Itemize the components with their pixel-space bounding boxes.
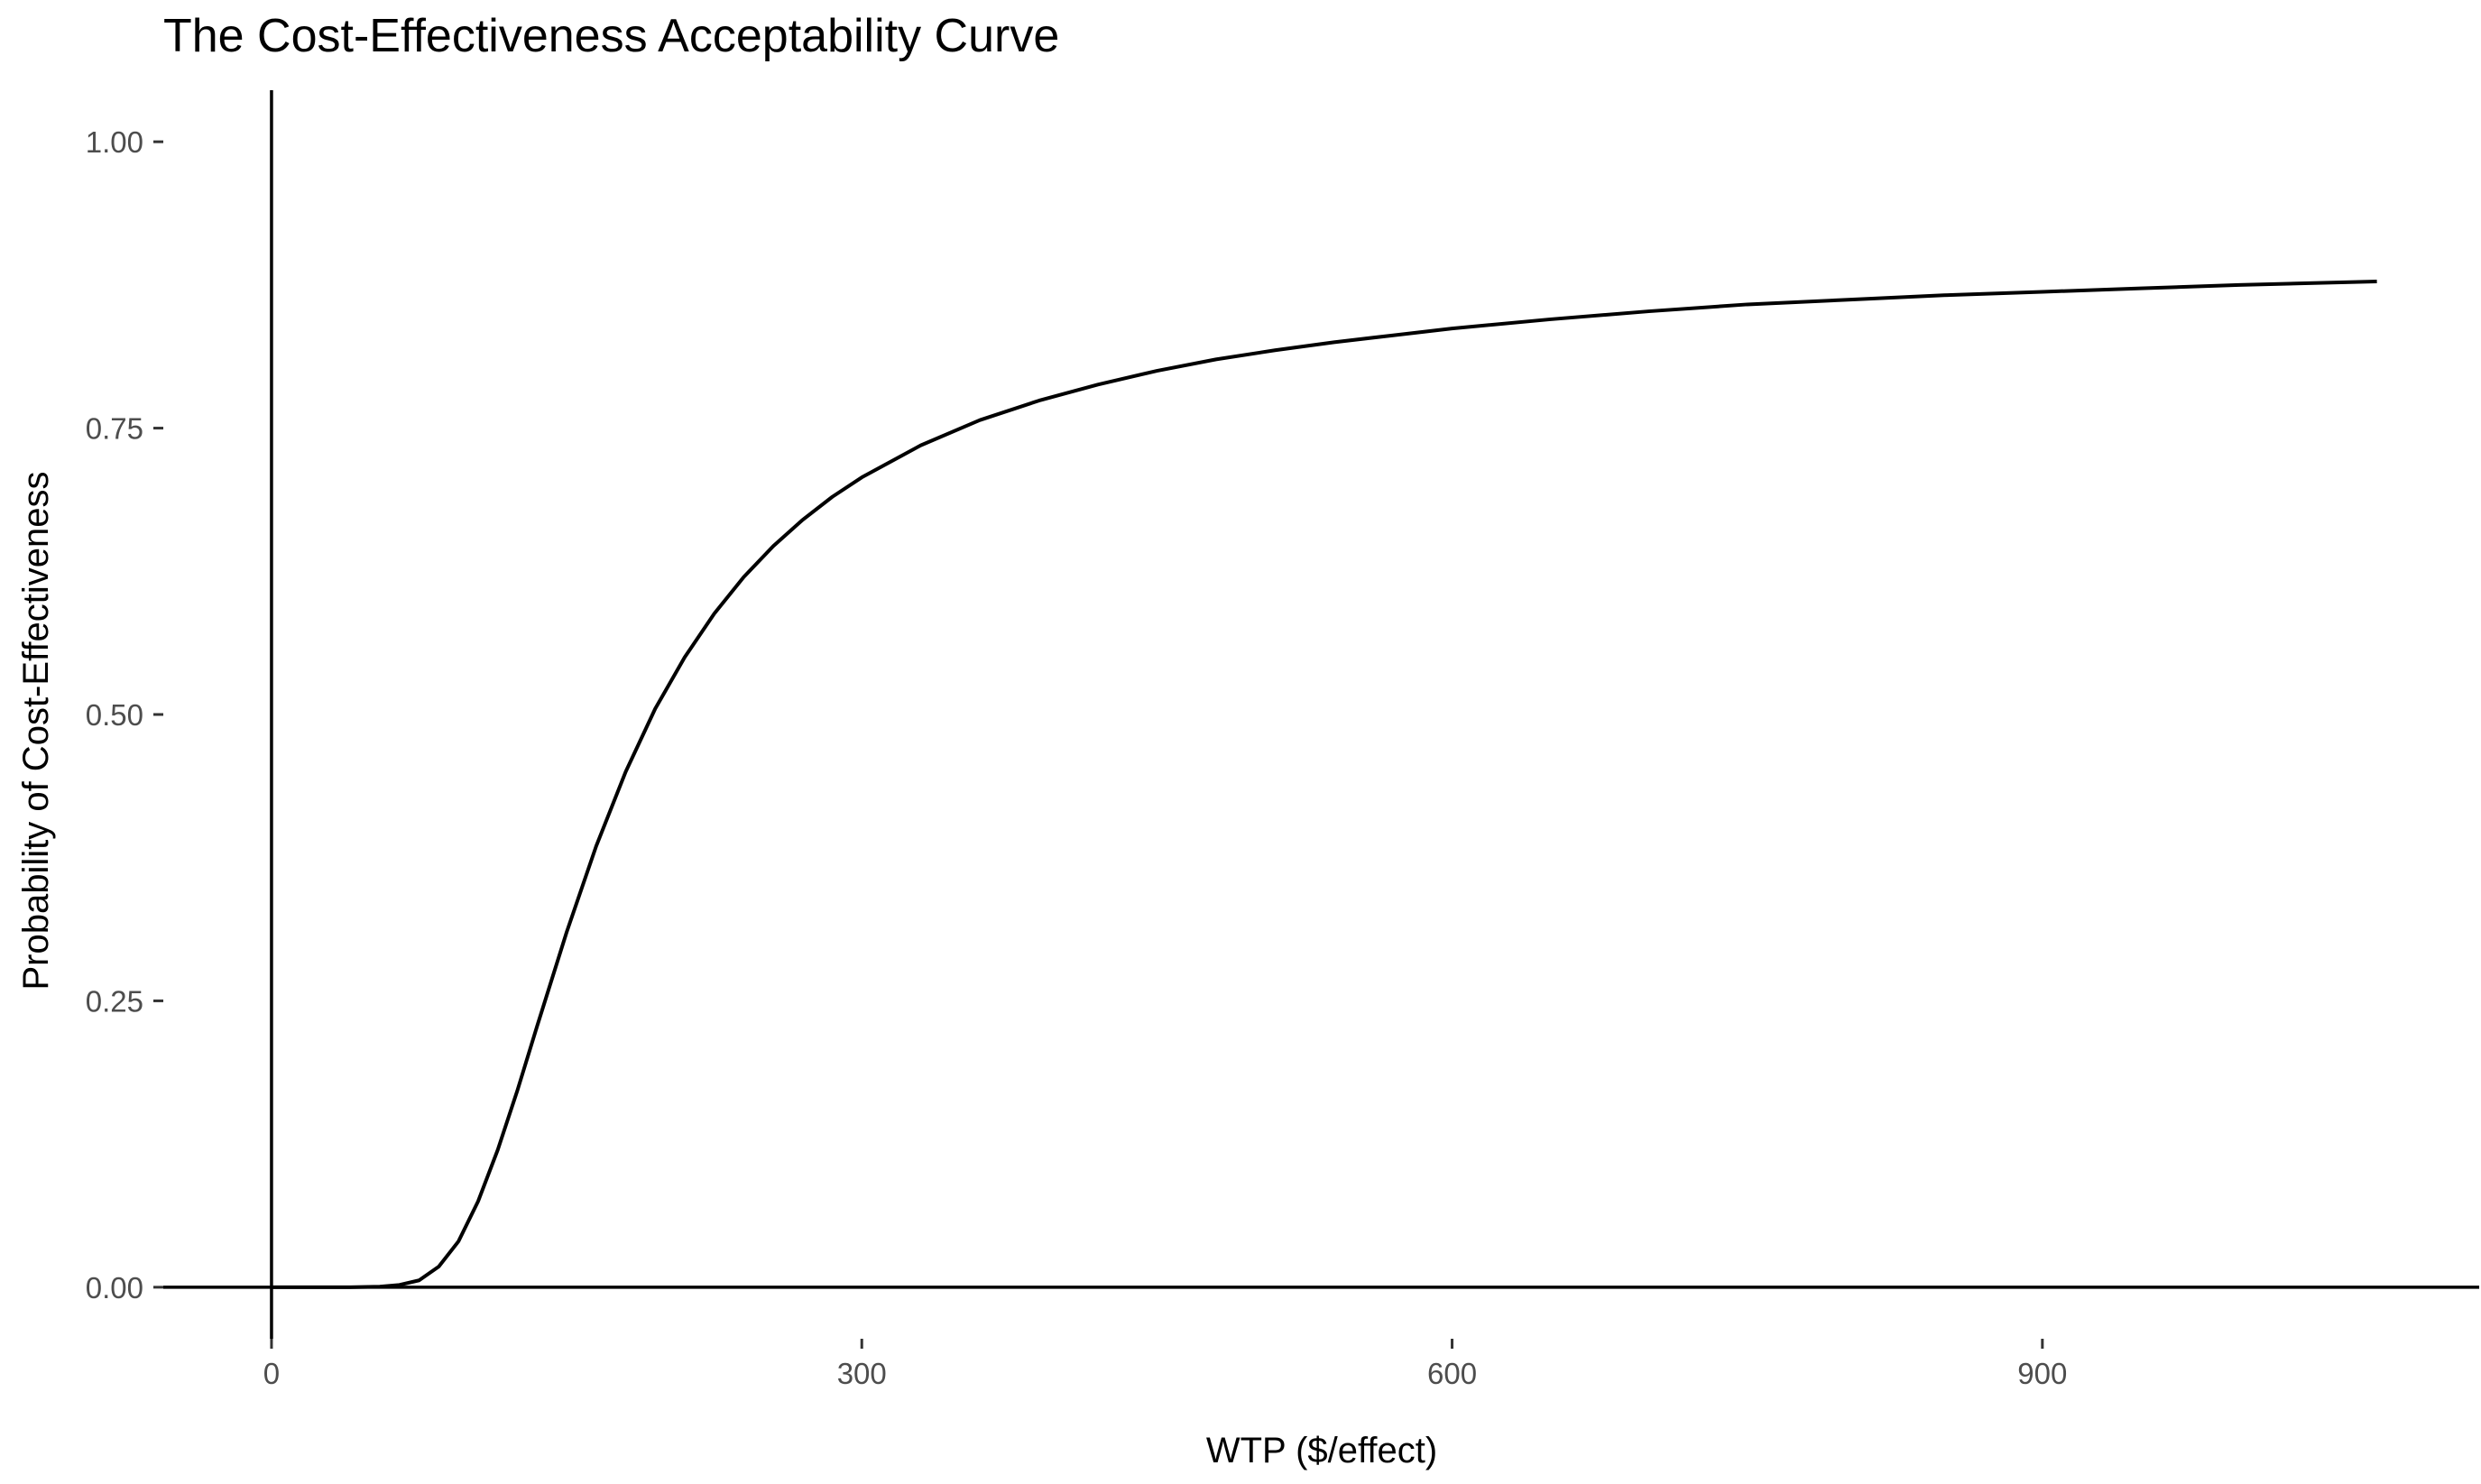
y-axis-label: Probability of Cost-Effectiveness (16, 471, 56, 990)
reference-lines (163, 90, 2479, 1339)
x-tick-label: 600 (1427, 1357, 1477, 1390)
x-tick-label: 300 (837, 1357, 887, 1390)
y-tick-label: 0.00 (86, 1271, 143, 1304)
y-tick-label: 0.25 (86, 984, 143, 1018)
y-tick-label: 0.75 (86, 412, 143, 446)
x-axis-label: WTP ($/effect) (1206, 1431, 1437, 1470)
y-tick-label: 1.00 (86, 125, 143, 159)
y-axis: 0.00 0.25 0.50 0.75 1.00 (86, 125, 163, 1304)
ceac-curve (271, 280, 2377, 1289)
chart-title: The Cost-Effectiveness Acceptability Cur… (163, 10, 1059, 62)
x-axis: 0 300 600 900 (263, 1339, 2067, 1390)
x-tick-label: 900 (2017, 1357, 2067, 1390)
x-tick-label: 0 (263, 1357, 280, 1390)
y-tick-label: 0.50 (86, 698, 143, 732)
